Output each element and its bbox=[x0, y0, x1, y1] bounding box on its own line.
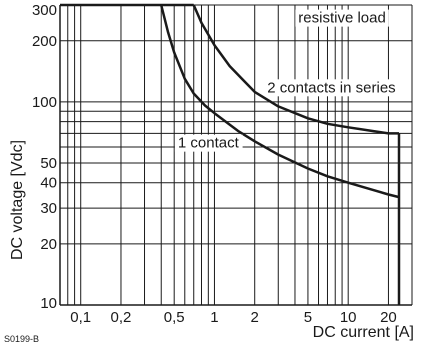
annotation-label: resistive load bbox=[298, 10, 386, 27]
x-tick-label: 0,2 bbox=[111, 309, 132, 326]
annotation-label: 1 contact bbox=[178, 135, 240, 152]
y-tick-label: 100 bbox=[32, 94, 57, 111]
annotation-label: 2 contacts in series bbox=[267, 79, 395, 96]
y-axis-title: DC voltage [Vdc] bbox=[9, 140, 26, 260]
annotation-background bbox=[264, 79, 399, 97]
annotation-2: 2 contacts in series bbox=[264, 79, 399, 97]
series-line-2 bbox=[192, 4, 399, 135]
x-tick-label: 0,1 bbox=[70, 309, 91, 326]
y-tick-label: 40 bbox=[40, 175, 57, 192]
series-line-1 bbox=[159, 4, 400, 199]
annotation-background bbox=[295, 9, 389, 27]
x-tick-label: 0,5 bbox=[164, 309, 185, 326]
y-tick-label: 30 bbox=[40, 200, 57, 217]
annotation-1: resistive load bbox=[295, 9, 389, 27]
grid-lines bbox=[59, 4, 413, 306]
curves bbox=[60, 3, 401, 305]
annotation-background bbox=[174, 134, 243, 152]
x-tick-label: 20 bbox=[380, 309, 397, 326]
x-axis-title: DC current [A] bbox=[313, 324, 414, 341]
annotations: resistive load 2 contacts in series 1 cont… bbox=[174, 9, 399, 152]
figure-code: S0199-B bbox=[4, 334, 39, 344]
x-tick-label: 5 bbox=[304, 309, 312, 326]
x-tick-label: 10 bbox=[340, 309, 357, 326]
tick-labels: 0,1 0,2 0,5 1 2 5 10 20 10 20 30 40 50 100 200 300 bbox=[32, 2, 397, 326]
x-tick-label: 1 bbox=[210, 309, 218, 326]
x-tick-label: 2 bbox=[251, 309, 259, 326]
y-tick-label: 50 bbox=[40, 155, 57, 172]
y-tick-label: 300 bbox=[32, 2, 57, 19]
y-tick-label: 10 bbox=[40, 295, 57, 312]
y-tick-label: 200 bbox=[32, 33, 57, 50]
annotation-3: 1 contact bbox=[174, 134, 243, 152]
y-tick-label: 20 bbox=[40, 236, 57, 253]
